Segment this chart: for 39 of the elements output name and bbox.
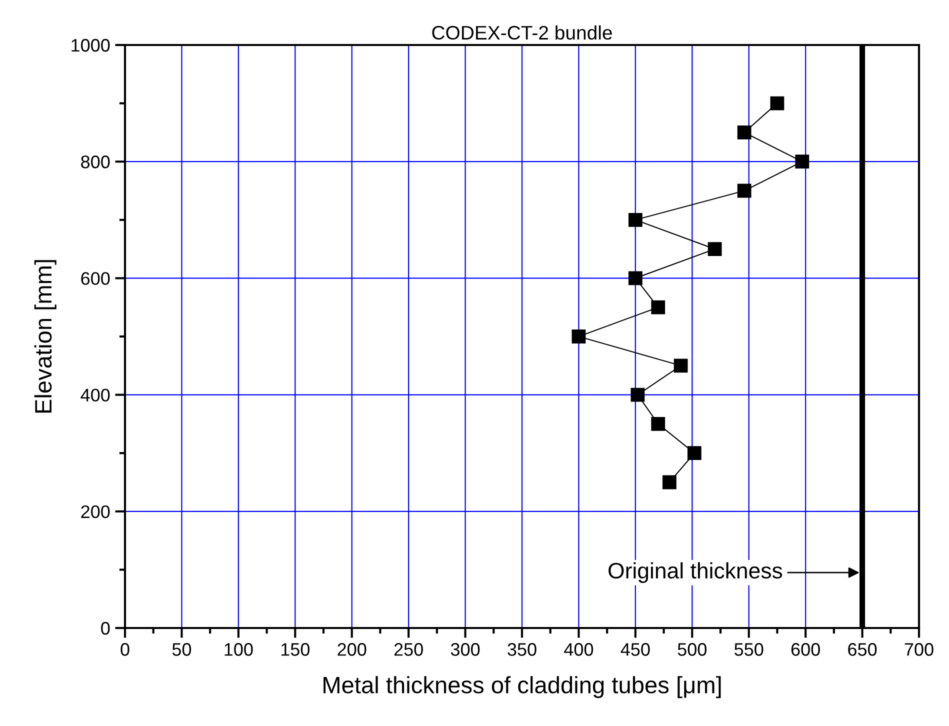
x-tick-label: 150 [281, 643, 310, 656]
x-tick-label: 700 [904, 643, 934, 656]
point [795, 154, 810, 169]
point [737, 126, 752, 140]
x-tick-label: 250 [394, 643, 423, 656]
point [662, 475, 676, 490]
x-tick-label: 300 [450, 643, 480, 656]
point [651, 417, 666, 431]
x-tick-label: 450 [620, 643, 650, 656]
x-tick-label: 350 [508, 643, 536, 656]
ref-line-label: Original thickness [608, 562, 782, 583]
point [651, 300, 666, 314]
point [708, 242, 722, 256]
x-tick-label: 650 [848, 643, 877, 656]
y-tick-label: 800 [81, 156, 110, 168]
point [628, 212, 642, 227]
point [572, 330, 586, 344]
x-tick-label: 550 [734, 643, 764, 656]
x-tick-label: 0 [120, 643, 130, 656]
y-tick-label: 400 [80, 388, 110, 402]
y-tick-label: 200 [81, 505, 110, 518]
point [630, 388, 645, 402]
x-tick-label: 600 [791, 643, 820, 656]
x-tick-label: 100 [224, 643, 253, 656]
point [674, 358, 688, 373]
y-axis-title: Elevation [mm] [34, 260, 56, 413]
point [770, 96, 784, 110]
point [687, 446, 702, 460]
x-axis-title: Metal thickness of cladding tubes [μm] [324, 676, 721, 698]
point [628, 271, 642, 286]
y-tick-label: 0 [101, 622, 110, 635]
x-tick-label: 500 [678, 643, 706, 656]
x-tick-label: 200 [338, 643, 366, 656]
x-tick-label: 400 [564, 643, 594, 656]
chart-title: CODEX-CT-2 bundle [432, 25, 612, 40]
y-tick-label: 600 [81, 272, 110, 285]
point [737, 184, 752, 198]
x-tick-label: 50 [172, 643, 192, 656]
y-tick-label: 1000 [72, 38, 110, 52]
